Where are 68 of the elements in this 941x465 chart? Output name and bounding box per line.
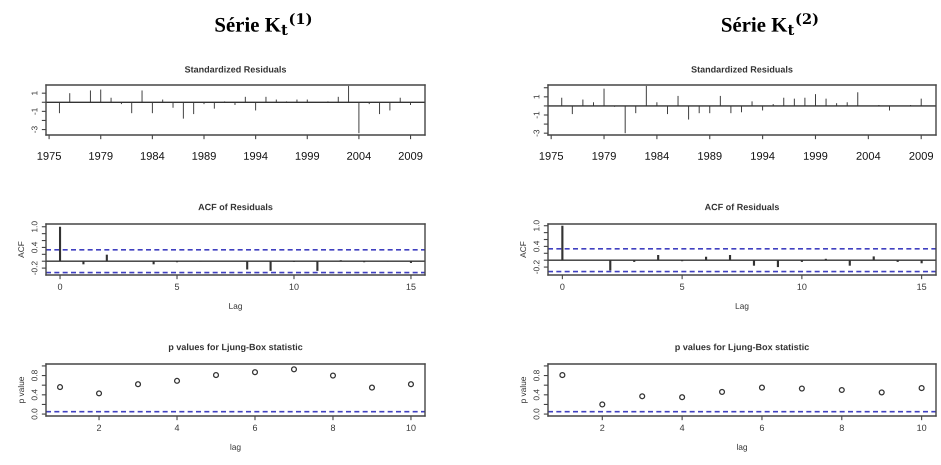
y-tick-label: -1 (534, 112, 540, 118)
y-axis-title: ACF (520, 242, 526, 258)
x-tick-label: 8 (330, 424, 336, 431)
x-tick-label: 6 (252, 424, 258, 431)
x-tick-label: 15 (406, 284, 416, 290)
chart-title: p values for Ljung-Box statistic (675, 344, 809, 352)
y-tick-label: 0.4 (32, 242, 38, 253)
y-tick-label: 1.0 (534, 220, 540, 231)
x-tick-label: 5 (680, 284, 684, 290)
y-tick-label: 0.0 (534, 408, 540, 420)
x-tick-label: 0 (560, 284, 565, 290)
chart-title: Série K$_{t}$$^{(2)}$ (722, 12, 818, 36)
x-tick-label: 1975 (540, 152, 564, 160)
chart-title: Série K$_{t}$$^{(1)}$ (215, 12, 312, 36)
y-tick-label: -0.2 (534, 260, 540, 274)
y-tick-label: 1 (534, 94, 540, 98)
y-tick-label: -0.2 (32, 261, 38, 275)
chart-title: ACF of Residuals (704, 204, 779, 210)
x-axis-title: Lag (736, 303, 748, 311)
chart-title: ACF of Residuals (198, 204, 272, 210)
x-tick-label: 4 (680, 424, 684, 431)
x-tick-label: 10 (798, 284, 807, 290)
x-tick-label: 15 (917, 284, 926, 290)
x-axis-title: Lag (229, 303, 242, 311)
y-axis-title: ACF (18, 242, 24, 258)
x-tick-label: 1979 (592, 152, 616, 160)
x-tick-label: 6 (760, 424, 764, 431)
x-tick-label: 2004 (347, 152, 371, 160)
x-tick-label: 2 (600, 424, 604, 431)
y-tick-label: -1 (32, 108, 38, 115)
x-tick-label: 2004 (856, 152, 880, 160)
y-tick-label: 0.4 (534, 389, 540, 400)
x-tick-label: 1994 (244, 152, 268, 160)
chart-subtitle: Standardized Residuals (184, 66, 286, 73)
x-tick-label: 8 (840, 424, 844, 431)
chart-title: p values for Ljung-Box statistic (168, 344, 302, 352)
x-tick-label: 2009 (398, 152, 422, 160)
y-tick-label: 1 (32, 91, 38, 95)
x-tick-label: 5 (174, 284, 180, 290)
y-tick-label: -3 (32, 126, 38, 133)
x-axis-title: lag (230, 444, 241, 452)
x-tick-label: 1979 (89, 152, 113, 160)
y-tick-label: 0.4 (534, 240, 540, 252)
x-tick-label: 10 (406, 424, 416, 431)
chart-subtitle: Standardized Residuals (691, 66, 793, 73)
y-tick-label: -3 (534, 130, 540, 137)
x-tick-label: 1975 (38, 152, 61, 160)
y-axis-title: p value (18, 376, 26, 403)
x-tick-label: 1999 (296, 152, 320, 160)
x-tick-label: 1989 (192, 152, 216, 160)
y-tick-label: 0.4 (32, 389, 38, 400)
x-tick-label: 10 (917, 424, 926, 431)
y-tick-label: 0.0 (32, 408, 38, 420)
x-tick-label: 2009 (909, 152, 934, 160)
y-tick-label: 1.0 (32, 221, 38, 232)
x-tick-label: 10 (290, 284, 299, 290)
x-axis-title: lag (737, 444, 748, 452)
x-tick-label: 1994 (751, 152, 775, 160)
x-tick-label: 0 (58, 284, 62, 290)
x-tick-label: 4 (174, 424, 180, 431)
x-tick-label: 1999 (804, 152, 828, 160)
x-tick-label: 1984 (140, 152, 164, 160)
x-tick-label: 1989 (698, 152, 722, 160)
y-tick-label: 0.8 (534, 370, 540, 382)
x-tick-label: 2 (96, 424, 102, 431)
y-tick-label: 0.8 (32, 370, 38, 382)
x-tick-label: 1984 (645, 152, 669, 160)
y-axis-title: p value (520, 376, 528, 403)
